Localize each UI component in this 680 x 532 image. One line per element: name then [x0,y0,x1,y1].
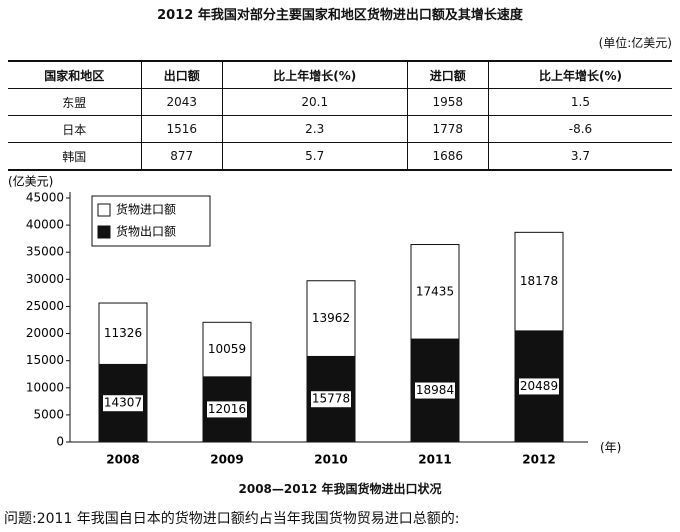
unit: (单位:亿美元) [598,36,672,50]
table-cell: 东盟 [8,88,142,116]
value-label-box [415,382,455,399]
legend-label: 货物进口额 [116,202,176,217]
bar-segment [306,280,356,357]
x-axis-label: (年) [600,441,621,455]
legend-swatch [97,225,111,239]
x-tick-label: 2008 [106,453,139,467]
table-row: 韩国 877 5.7 1686 3.7 [8,142,672,171]
bar-segment [410,244,460,340]
value-label: 18178 [520,274,558,288]
table-cell: 1778 [406,115,489,143]
table-cell: 出口额 [140,60,223,89]
table-row: 东盟 2043 20.1 1958 1.5 [8,88,672,116]
title: 2012 年我国对部分主要国家和地区货物进出口额及其增长速度 [157,8,523,23]
y-tick-label: 10000 [26,380,64,394]
y-tick-label: 35000 [26,245,64,259]
y-tick-label: 45000 [26,191,64,205]
y-tick-label: 20000 [26,326,64,340]
y-tick-label: 30000 [26,272,64,286]
value-label: 14307 [104,396,142,410]
value-label: 12016 [208,402,246,416]
value-label-box [519,378,559,395]
x-tick-label: 2012 [522,453,555,467]
value-label: 18984 [416,383,454,397]
table-cell: 进口额 [406,60,489,89]
table-cell: -8.6 [487,115,672,143]
table-cell: 1.5 [487,88,672,116]
legend-label: 货物出口额 [116,224,176,239]
table-row: 日本 1516 2.3 1778 -8.6 [8,115,672,143]
chart: (亿美元) (年) 0 5000 10000 15000 20000 25000 30000 35… [8,174,621,467]
y-tick-label: 25000 [26,299,64,313]
table-cell: 3.7 [487,142,672,171]
value-label: 20489 [520,379,558,393]
table-cell: 2043 [140,88,223,116]
y-axis-label: (亿美元) [8,174,53,189]
table-cell: 1958 [406,88,489,116]
table-cell: 2.3 [221,115,408,143]
value-label-box [311,391,351,408]
value-label: 13962 [312,311,350,325]
x-tick-label: 2009 [210,453,243,467]
y-tick-label: 0 [56,435,64,449]
table-cell: 5.7 [221,142,408,171]
table: 国家和地区 出口额 比上年增长(%) 进口额 比上年增长(%) 东盟 2043 20.1 195… [8,60,672,171]
table-cell: 国家和地区 [8,60,142,89]
x-tick-label: 2010 [314,453,347,467]
table-cell: 20.1 [221,88,408,116]
bar-segment [98,302,148,365]
bar-segment [202,321,252,378]
table-cell: 比上年增长(%) [487,60,672,89]
value-label: 17435 [416,284,454,298]
bar-segment [514,231,564,332]
y-tick-label: 40000 [26,218,64,232]
table-row: 国家和地区 出口额 比上年增长(%) 进口额 比上年增长(%) [8,60,672,89]
value-label: 15778 [312,392,350,406]
x-tick-label: 2011 [418,453,451,467]
value-label-box [103,395,143,412]
table-cell: 日本 [8,115,142,143]
value-label-box [207,401,247,418]
table-cell: 韩国 [8,142,142,171]
legend-swatch [97,203,111,217]
y-tick-label: 5000 [33,407,64,421]
table-cell: 1686 [406,142,489,171]
question: 问题:2011 年我国自日本的货物进口额约占当年我国货物贸易进口总额的: [4,511,460,527]
legend-box [91,195,211,247]
value-label: 11326 [104,326,142,340]
table-cell: 1516 [140,115,223,143]
table-cell: 比上年增长(%) [221,60,408,89]
caption: 2008—2012 年我国货物进出口状况 [238,482,442,496]
table-cell: 877 [140,142,223,171]
value-label: 10059 [208,342,246,356]
y-tick-label: 15000 [26,353,64,367]
